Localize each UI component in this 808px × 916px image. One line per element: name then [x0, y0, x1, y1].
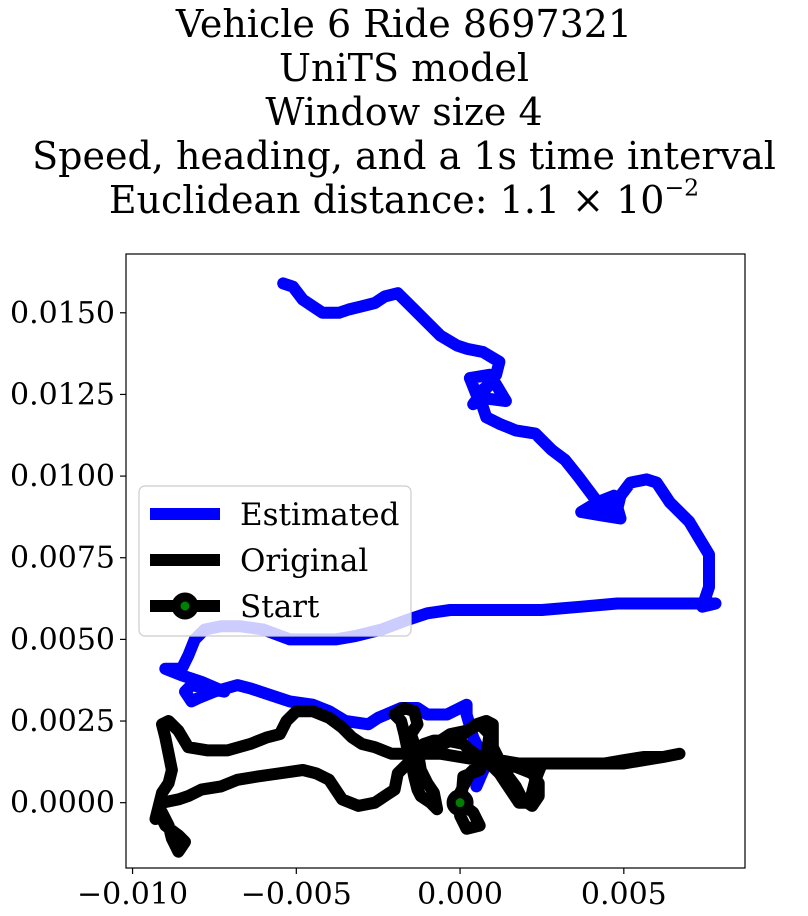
- y-tick-label: 0.0150: [10, 296, 115, 331]
- legend-label-start: Start: [240, 589, 320, 625]
- legend-label-original: Original: [240, 543, 368, 579]
- series-line-estimated: [159, 277, 722, 793]
- title-line-5: Euclidean distance: 1.1 × 10−2: [0, 176, 808, 222]
- y-tick-label: 0.0075: [10, 541, 115, 576]
- title-line-4: Speed, heading, and a 1s time interval: [32, 134, 776, 178]
- legend-box: [138, 485, 412, 637]
- title-distance-text: Euclidean distance: 1.1 × 10: [108, 178, 665, 222]
- chart-title: Vehicle 6 Ride 8697321 UniTS model Windo…: [0, 2, 808, 222]
- title-line-1: Vehicle 6 Ride 8697321: [175, 2, 633, 46]
- series-layer: [149, 277, 722, 858]
- y-tick-label: 0.0100: [10, 459, 115, 494]
- axis-layer: −0.010 −0.005 0.000 0.005 0.0000 0.0025 0.0050…: [10, 296, 667, 912]
- x-tick-label: −0.005: [241, 877, 352, 912]
- title-line-3: Window size 4: [265, 90, 543, 134]
- start-marker: [446, 789, 474, 817]
- title-distance-exponent: −2: [664, 173, 700, 202]
- x-tick-label: 0.000: [417, 877, 503, 912]
- legend: Estimated Original Start: [138, 485, 412, 637]
- legend-label-estimated: Estimated: [240, 497, 399, 533]
- x-tick-label: 0.005: [581, 877, 667, 912]
- title-line-2: UniTS model: [279, 46, 529, 90]
- y-tick-label: 0.0025: [10, 704, 115, 739]
- y-tick-label: 0.0000: [10, 786, 115, 821]
- x-tick-label: −0.010: [77, 877, 188, 912]
- y-tick-label: 0.0125: [10, 377, 115, 412]
- y-tick-label: 0.0050: [10, 622, 115, 657]
- legend-marker-start: [171, 592, 199, 620]
- plot-frame: [125, 253, 746, 869]
- series-line-original: [149, 702, 686, 858]
